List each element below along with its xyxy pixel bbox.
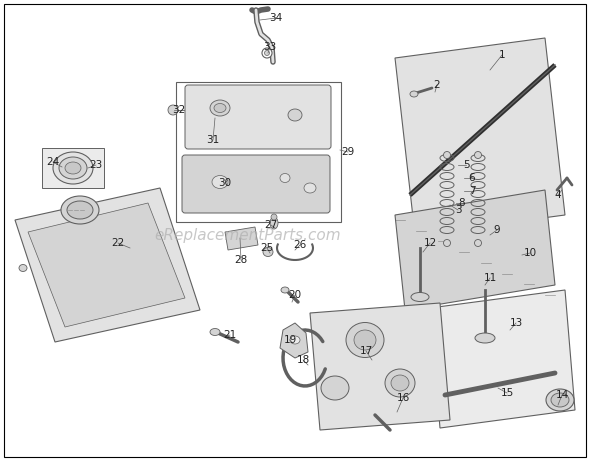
Polygon shape [395, 190, 555, 310]
Ellipse shape [65, 162, 81, 174]
Ellipse shape [59, 157, 87, 179]
Ellipse shape [19, 265, 27, 272]
Text: 2: 2 [434, 80, 440, 90]
Text: eReplacementParts.com: eReplacementParts.com [155, 228, 341, 242]
Bar [42, 148, 104, 188]
Ellipse shape [262, 48, 272, 58]
Text: 34: 34 [270, 13, 283, 23]
Ellipse shape [288, 109, 302, 121]
Ellipse shape [210, 329, 220, 336]
Ellipse shape [53, 152, 93, 184]
Text: 3: 3 [455, 205, 461, 215]
Text: 33: 33 [263, 42, 277, 52]
Ellipse shape [168, 105, 178, 115]
Text: 19: 19 [283, 335, 297, 345]
Ellipse shape [475, 333, 495, 343]
Text: 28: 28 [234, 255, 248, 265]
Text: 23: 23 [89, 160, 103, 170]
Ellipse shape [474, 240, 481, 247]
Ellipse shape [304, 183, 316, 193]
Text: 1: 1 [499, 50, 505, 60]
Polygon shape [310, 303, 450, 430]
Text: 4: 4 [555, 190, 561, 200]
Ellipse shape [210, 100, 230, 116]
Text: 29: 29 [342, 147, 355, 157]
Ellipse shape [444, 152, 451, 159]
Text: 21: 21 [224, 330, 237, 340]
Text: 30: 30 [218, 178, 231, 188]
Polygon shape [225, 227, 258, 250]
Bar [176, 82, 341, 222]
Ellipse shape [270, 217, 278, 229]
Text: 9: 9 [494, 225, 500, 235]
Ellipse shape [281, 287, 289, 293]
Text: 15: 15 [500, 388, 514, 398]
Text: 20: 20 [289, 290, 301, 300]
Ellipse shape [264, 51, 270, 55]
Text: 17: 17 [359, 346, 373, 356]
Text: 18: 18 [296, 355, 310, 365]
FancyBboxPatch shape [182, 155, 330, 213]
Ellipse shape [61, 196, 99, 224]
Ellipse shape [280, 173, 290, 183]
Ellipse shape [321, 376, 349, 400]
Ellipse shape [354, 330, 376, 350]
Ellipse shape [391, 375, 409, 391]
Text: 32: 32 [172, 105, 186, 115]
Text: 10: 10 [523, 248, 536, 258]
Ellipse shape [212, 176, 228, 189]
Text: 5: 5 [463, 160, 469, 170]
Text: 7: 7 [468, 186, 476, 196]
Text: 13: 13 [509, 318, 523, 328]
Ellipse shape [346, 323, 384, 357]
Ellipse shape [385, 369, 415, 397]
Polygon shape [28, 203, 185, 327]
Text: 31: 31 [206, 135, 219, 145]
Ellipse shape [546, 389, 574, 411]
Text: 6: 6 [468, 173, 476, 183]
Text: 12: 12 [424, 238, 437, 248]
Ellipse shape [271, 214, 277, 220]
Ellipse shape [551, 393, 569, 407]
Ellipse shape [410, 91, 418, 97]
Text: 26: 26 [293, 240, 307, 250]
Ellipse shape [214, 104, 226, 112]
Polygon shape [430, 290, 575, 428]
Polygon shape [395, 38, 565, 235]
Ellipse shape [444, 240, 451, 247]
Text: 16: 16 [396, 393, 409, 403]
Ellipse shape [474, 152, 481, 159]
Ellipse shape [263, 248, 273, 256]
Ellipse shape [411, 292, 429, 301]
Text: 11: 11 [483, 273, 497, 283]
Polygon shape [15, 188, 200, 342]
Text: 25: 25 [260, 243, 274, 253]
FancyBboxPatch shape [185, 85, 331, 149]
Polygon shape [280, 323, 308, 358]
Text: 8: 8 [458, 198, 466, 208]
Ellipse shape [290, 336, 300, 344]
Text: 27: 27 [264, 220, 278, 230]
Text: 22: 22 [112, 238, 124, 248]
Text: 24: 24 [47, 157, 60, 167]
Ellipse shape [67, 201, 93, 219]
Text: 14: 14 [555, 390, 569, 400]
